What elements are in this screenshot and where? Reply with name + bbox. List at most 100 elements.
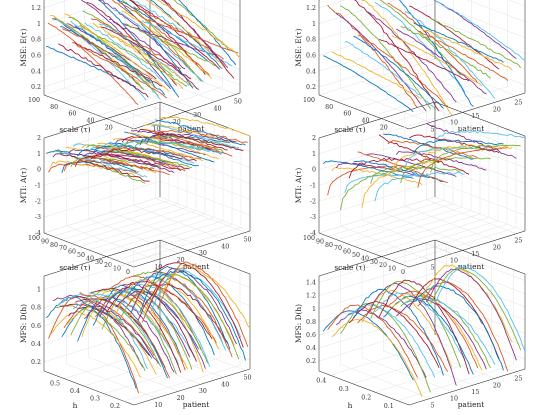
series-line-9 <box>62 28 153 80</box>
series-line-13 <box>374 292 466 362</box>
series-line-13 <box>374 2 466 93</box>
panel-mfs-25: 0.2 0.4 0.6 0.8 1 1.2 1.4 5 10 15 20 25 0.1 0.2 0.3 0.4… <box>294 239 526 410</box>
x-tick-label: 30 <box>199 250 207 257</box>
y-tick-label: 50 <box>77 252 85 259</box>
grid-line <box>62 0 169 103</box>
z-tick-label: 1 <box>312 21 316 28</box>
z-tick-label: 1 <box>312 306 316 313</box>
axis-edge <box>318 94 410 130</box>
x-tick-label: 15 <box>471 389 479 396</box>
panel-mse-25: 0.2 0.4 0.6 0.8 1 1.2 5 10 15 20 25 20 40 60 80 100 MSE:… <box>294 0 526 134</box>
y-tick-label: 0 <box>126 269 130 276</box>
x-tick-label: 15 <box>471 251 479 258</box>
y-tick-label: 90 <box>316 238 324 245</box>
y-tick-label: 0 <box>401 269 405 276</box>
y-tick-label: 80 <box>50 242 58 249</box>
grid-line <box>318 298 526 336</box>
z-tick-label: -1 <box>310 183 316 190</box>
y-tick-label: 100 <box>28 235 40 242</box>
series-line-2 <box>327 4 418 108</box>
grid-line <box>373 0 490 116</box>
series-line-18 <box>395 298 487 370</box>
series-line-4 <box>335 162 427 178</box>
z-tick-label: 1 <box>312 151 316 158</box>
x-tick-label: 40 <box>214 105 222 112</box>
series-line-11 <box>366 11 457 103</box>
grid-line <box>354 115 472 247</box>
series-line-37 <box>119 2 210 76</box>
z-tick-label: -1 <box>35 183 41 190</box>
series-line-10 <box>66 305 157 375</box>
z-tick-label: 0.4 <box>31 341 41 348</box>
series-line-52 <box>159 265 251 329</box>
grid-line <box>355 0 472 109</box>
grid-line <box>330 244 447 376</box>
series-line-20 <box>404 146 495 168</box>
series-line-2 <box>327 164 418 196</box>
z-tick-label: 0.2 <box>31 359 41 366</box>
z-tick-label: 0.8 <box>306 319 316 326</box>
series-line-11 <box>68 304 159 364</box>
series-line-17 <box>81 288 173 352</box>
panel-mfs-50: 0.20.40.60.8110203040500.20.30.40.5MFS: … <box>19 239 252 410</box>
y-tick-label: 70 <box>334 245 342 252</box>
series-line-12 <box>379 0 461 76</box>
series-line-14 <box>72 42 163 87</box>
series-line-38 <box>121 10 212 79</box>
series-line-19 <box>400 26 491 79</box>
series-line-5 <box>55 305 146 372</box>
grid-line <box>363 119 481 251</box>
z-tick-label: 2 <box>37 135 41 142</box>
axis-edge <box>43 101 161 139</box>
series-line-31 <box>107 33 198 89</box>
axis-edge <box>434 101 526 137</box>
series-line-12 <box>68 17 159 98</box>
series-line-39 <box>123 23 214 56</box>
z-tick-label: 1.2 <box>306 5 316 12</box>
series-line-18 <box>83 151 175 174</box>
series-line-30 <box>110 146 201 159</box>
series-line-16 <box>79 156 170 176</box>
series-line-28 <box>101 26 192 80</box>
y-tick-label: 80 <box>325 104 333 111</box>
y-tick-label: 10 <box>388 266 396 273</box>
series-line-40 <box>132 140 224 153</box>
series-line-25 <box>426 268 517 361</box>
series-line-34 <box>113 9 204 83</box>
x-tick-label: 5 <box>430 264 434 271</box>
grid-line <box>43 180 251 218</box>
grid-line <box>43 165 251 202</box>
series-line-14 <box>378 38 470 82</box>
y-tick-label: 0.4 <box>316 377 326 384</box>
z-tick-label: 1.2 <box>31 5 41 12</box>
y-tick-label: 20 <box>104 262 112 269</box>
y-tick-label: 60 <box>343 249 351 256</box>
x-tick-label: 5 <box>430 126 434 133</box>
y-tick-label: 100 <box>303 235 315 242</box>
series-line-21 <box>90 154 182 172</box>
y-tick-label: 60 <box>68 249 76 256</box>
x-tick-label: 10 <box>152 126 160 133</box>
series-line-7 <box>348 301 440 368</box>
series-line-49 <box>162 0 235 79</box>
y-axis-label: h <box>73 401 78 410</box>
x-tick-label: 25 <box>514 238 522 245</box>
series-line-22 <box>413 139 504 155</box>
series-line-27 <box>434 0 526 61</box>
series-line-8 <box>353 288 444 376</box>
series-line-32 <box>115 291 206 369</box>
series-line-24 <box>421 29 513 71</box>
y-tick-label: 70 <box>59 245 67 252</box>
series-line-3 <box>331 51 423 99</box>
grid-line <box>43 196 251 234</box>
series-line-15 <box>383 133 474 160</box>
series-line-5 <box>53 17 145 91</box>
axis-edge <box>133 92 241 130</box>
series-line-2 <box>48 296 139 394</box>
series-line-18 <box>396 28 487 95</box>
series-line-22 <box>98 0 180 98</box>
y-tick-label: 30 <box>370 259 378 266</box>
z-axis-label: MSE: E(τ) <box>19 28 28 66</box>
x-tick-label: 10 <box>450 258 458 265</box>
series-line-46 <box>146 133 237 145</box>
